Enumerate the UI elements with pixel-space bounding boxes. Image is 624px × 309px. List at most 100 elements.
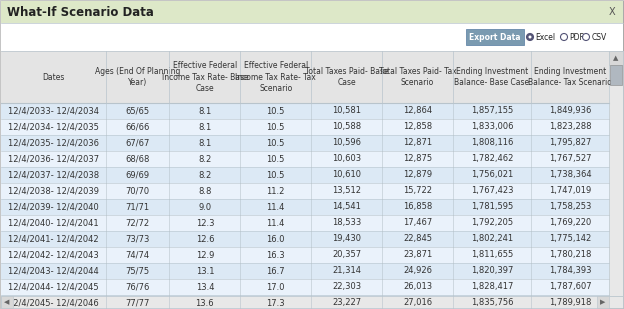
Text: 1,787,607: 1,787,607 xyxy=(548,282,592,291)
Text: 16.7: 16.7 xyxy=(266,266,285,276)
Text: 12.9: 12.9 xyxy=(196,251,214,260)
Text: 1,756,021: 1,756,021 xyxy=(471,171,513,180)
Bar xyxy=(609,51,623,65)
Text: 12/4/2040- 12/4/2041: 12/4/2040- 12/4/2041 xyxy=(8,218,99,227)
Text: 67/67: 67/67 xyxy=(125,138,150,147)
Text: Dates: Dates xyxy=(42,73,64,82)
Text: 12/4/2035- 12/4/2036: 12/4/2035- 12/4/2036 xyxy=(7,138,99,147)
Circle shape xyxy=(529,36,532,39)
Text: X: X xyxy=(608,7,615,17)
Text: 1,849,936: 1,849,936 xyxy=(549,107,591,116)
Text: 12,879: 12,879 xyxy=(403,171,432,180)
Text: 12,871: 12,871 xyxy=(403,138,432,147)
Bar xyxy=(1,167,609,183)
Bar xyxy=(1,231,609,247)
Text: 77/77: 77/77 xyxy=(125,298,150,307)
Text: 22,845: 22,845 xyxy=(403,235,432,243)
Text: 76/76: 76/76 xyxy=(125,282,150,291)
Text: 23,871: 23,871 xyxy=(403,251,432,260)
Text: CSV: CSV xyxy=(592,32,607,41)
Circle shape xyxy=(527,33,534,40)
Text: 1,828,417: 1,828,417 xyxy=(471,282,513,291)
Text: 10.5: 10.5 xyxy=(266,154,285,163)
Text: 1,738,364: 1,738,364 xyxy=(548,171,592,180)
Text: Ending Investment
Balance- Tax Scenario: Ending Investment Balance- Tax Scenario xyxy=(528,67,612,87)
Text: 66/66: 66/66 xyxy=(125,122,150,132)
Bar xyxy=(1,183,609,199)
Bar xyxy=(1,263,609,279)
Text: 10.5: 10.5 xyxy=(266,171,285,180)
Text: 10,596: 10,596 xyxy=(332,138,361,147)
Text: 15,722: 15,722 xyxy=(403,187,432,196)
Text: 17,467: 17,467 xyxy=(403,218,432,227)
Text: 10,610: 10,610 xyxy=(332,171,361,180)
Text: 1,857,155: 1,857,155 xyxy=(471,107,513,116)
Text: 21,314: 21,314 xyxy=(332,266,361,276)
Text: What-If Scenario Data: What-If Scenario Data xyxy=(7,6,154,19)
Bar xyxy=(466,29,524,45)
Text: 10,581: 10,581 xyxy=(332,107,361,116)
Text: 12/4/2045- 12/4/2046: 12/4/2045- 12/4/2046 xyxy=(8,298,99,307)
Bar xyxy=(1,199,609,215)
Text: ▲: ▲ xyxy=(613,55,618,61)
Text: 11.2: 11.2 xyxy=(266,187,285,196)
Bar xyxy=(1,135,609,151)
Text: 1,802,241: 1,802,241 xyxy=(471,235,513,243)
Text: 12/4/2036- 12/4/2037: 12/4/2036- 12/4/2037 xyxy=(7,154,99,163)
Text: 12/4/2041- 12/4/2042: 12/4/2041- 12/4/2042 xyxy=(8,235,99,243)
Bar xyxy=(1,296,623,308)
Text: 1,820,397: 1,820,397 xyxy=(471,266,513,276)
Text: 23,227: 23,227 xyxy=(332,298,361,307)
Text: 71/71: 71/71 xyxy=(125,202,150,211)
Text: Excel: Excel xyxy=(535,32,555,41)
Text: 1,775,142: 1,775,142 xyxy=(549,235,591,243)
Text: 16.0: 16.0 xyxy=(266,235,285,243)
Bar xyxy=(1,51,609,103)
Text: 10,588: 10,588 xyxy=(332,122,361,132)
Text: 11.4: 11.4 xyxy=(266,202,285,211)
Text: 27,016: 27,016 xyxy=(403,298,432,307)
Text: 72/72: 72/72 xyxy=(125,218,150,227)
Text: 68/68: 68/68 xyxy=(125,154,150,163)
Text: Total Taxes Paid- Tax
Scenario: Total Taxes Paid- Tax Scenario xyxy=(379,67,456,87)
Text: 12,858: 12,858 xyxy=(403,122,432,132)
Bar xyxy=(1,151,609,167)
Text: 19,430: 19,430 xyxy=(332,235,361,243)
Text: 13.1: 13.1 xyxy=(195,266,214,276)
Text: 12/4/2039- 12/4/2040: 12/4/2039- 12/4/2040 xyxy=(8,202,99,211)
Text: 8.8: 8.8 xyxy=(198,187,212,196)
Text: 1,781,595: 1,781,595 xyxy=(471,202,513,211)
Text: 1,808,116: 1,808,116 xyxy=(471,138,513,147)
Text: 16,858: 16,858 xyxy=(403,202,432,211)
Bar xyxy=(1,296,13,308)
Text: 10,603: 10,603 xyxy=(332,154,361,163)
Text: 12/4/2038- 12/4/2039: 12/4/2038- 12/4/2039 xyxy=(7,187,99,196)
Text: 12/4/2034- 12/4/2035: 12/4/2034- 12/4/2035 xyxy=(8,122,99,132)
Text: 13,512: 13,512 xyxy=(332,187,361,196)
Text: Effective Federal
Income Tax Rate- Base
Case: Effective Federal Income Tax Rate- Base … xyxy=(162,61,248,93)
Text: 10.5: 10.5 xyxy=(266,122,285,132)
Text: 12,875: 12,875 xyxy=(403,154,432,163)
Text: 10.5: 10.5 xyxy=(266,138,285,147)
Text: 1,767,423: 1,767,423 xyxy=(470,187,514,196)
Text: 12.6: 12.6 xyxy=(195,235,214,243)
Text: 1,780,218: 1,780,218 xyxy=(549,251,591,260)
Bar xyxy=(597,296,609,308)
Text: 1,767,527: 1,767,527 xyxy=(548,154,592,163)
Text: 12,864: 12,864 xyxy=(403,107,432,116)
Text: 8.1: 8.1 xyxy=(198,107,212,116)
Text: 13.6: 13.6 xyxy=(195,298,214,307)
Text: 24,926: 24,926 xyxy=(403,266,432,276)
Text: 10.5: 10.5 xyxy=(266,107,285,116)
Text: 1,835,756: 1,835,756 xyxy=(470,298,514,307)
Text: 14,541: 14,541 xyxy=(332,202,361,211)
Text: 12/4/2033- 12/4/2034: 12/4/2033- 12/4/2034 xyxy=(7,107,99,116)
Text: 8.1: 8.1 xyxy=(198,122,212,132)
Text: 20,357: 20,357 xyxy=(332,251,361,260)
Text: Effective Federal
Income Tax Rate- Tax
Scenario: Effective Federal Income Tax Rate- Tax S… xyxy=(235,61,316,93)
Text: 8.2: 8.2 xyxy=(198,171,212,180)
Text: 69/69: 69/69 xyxy=(125,171,150,180)
Text: 1,823,288: 1,823,288 xyxy=(548,122,592,132)
Bar xyxy=(1,279,609,295)
Text: Export Data: Export Data xyxy=(469,32,521,41)
